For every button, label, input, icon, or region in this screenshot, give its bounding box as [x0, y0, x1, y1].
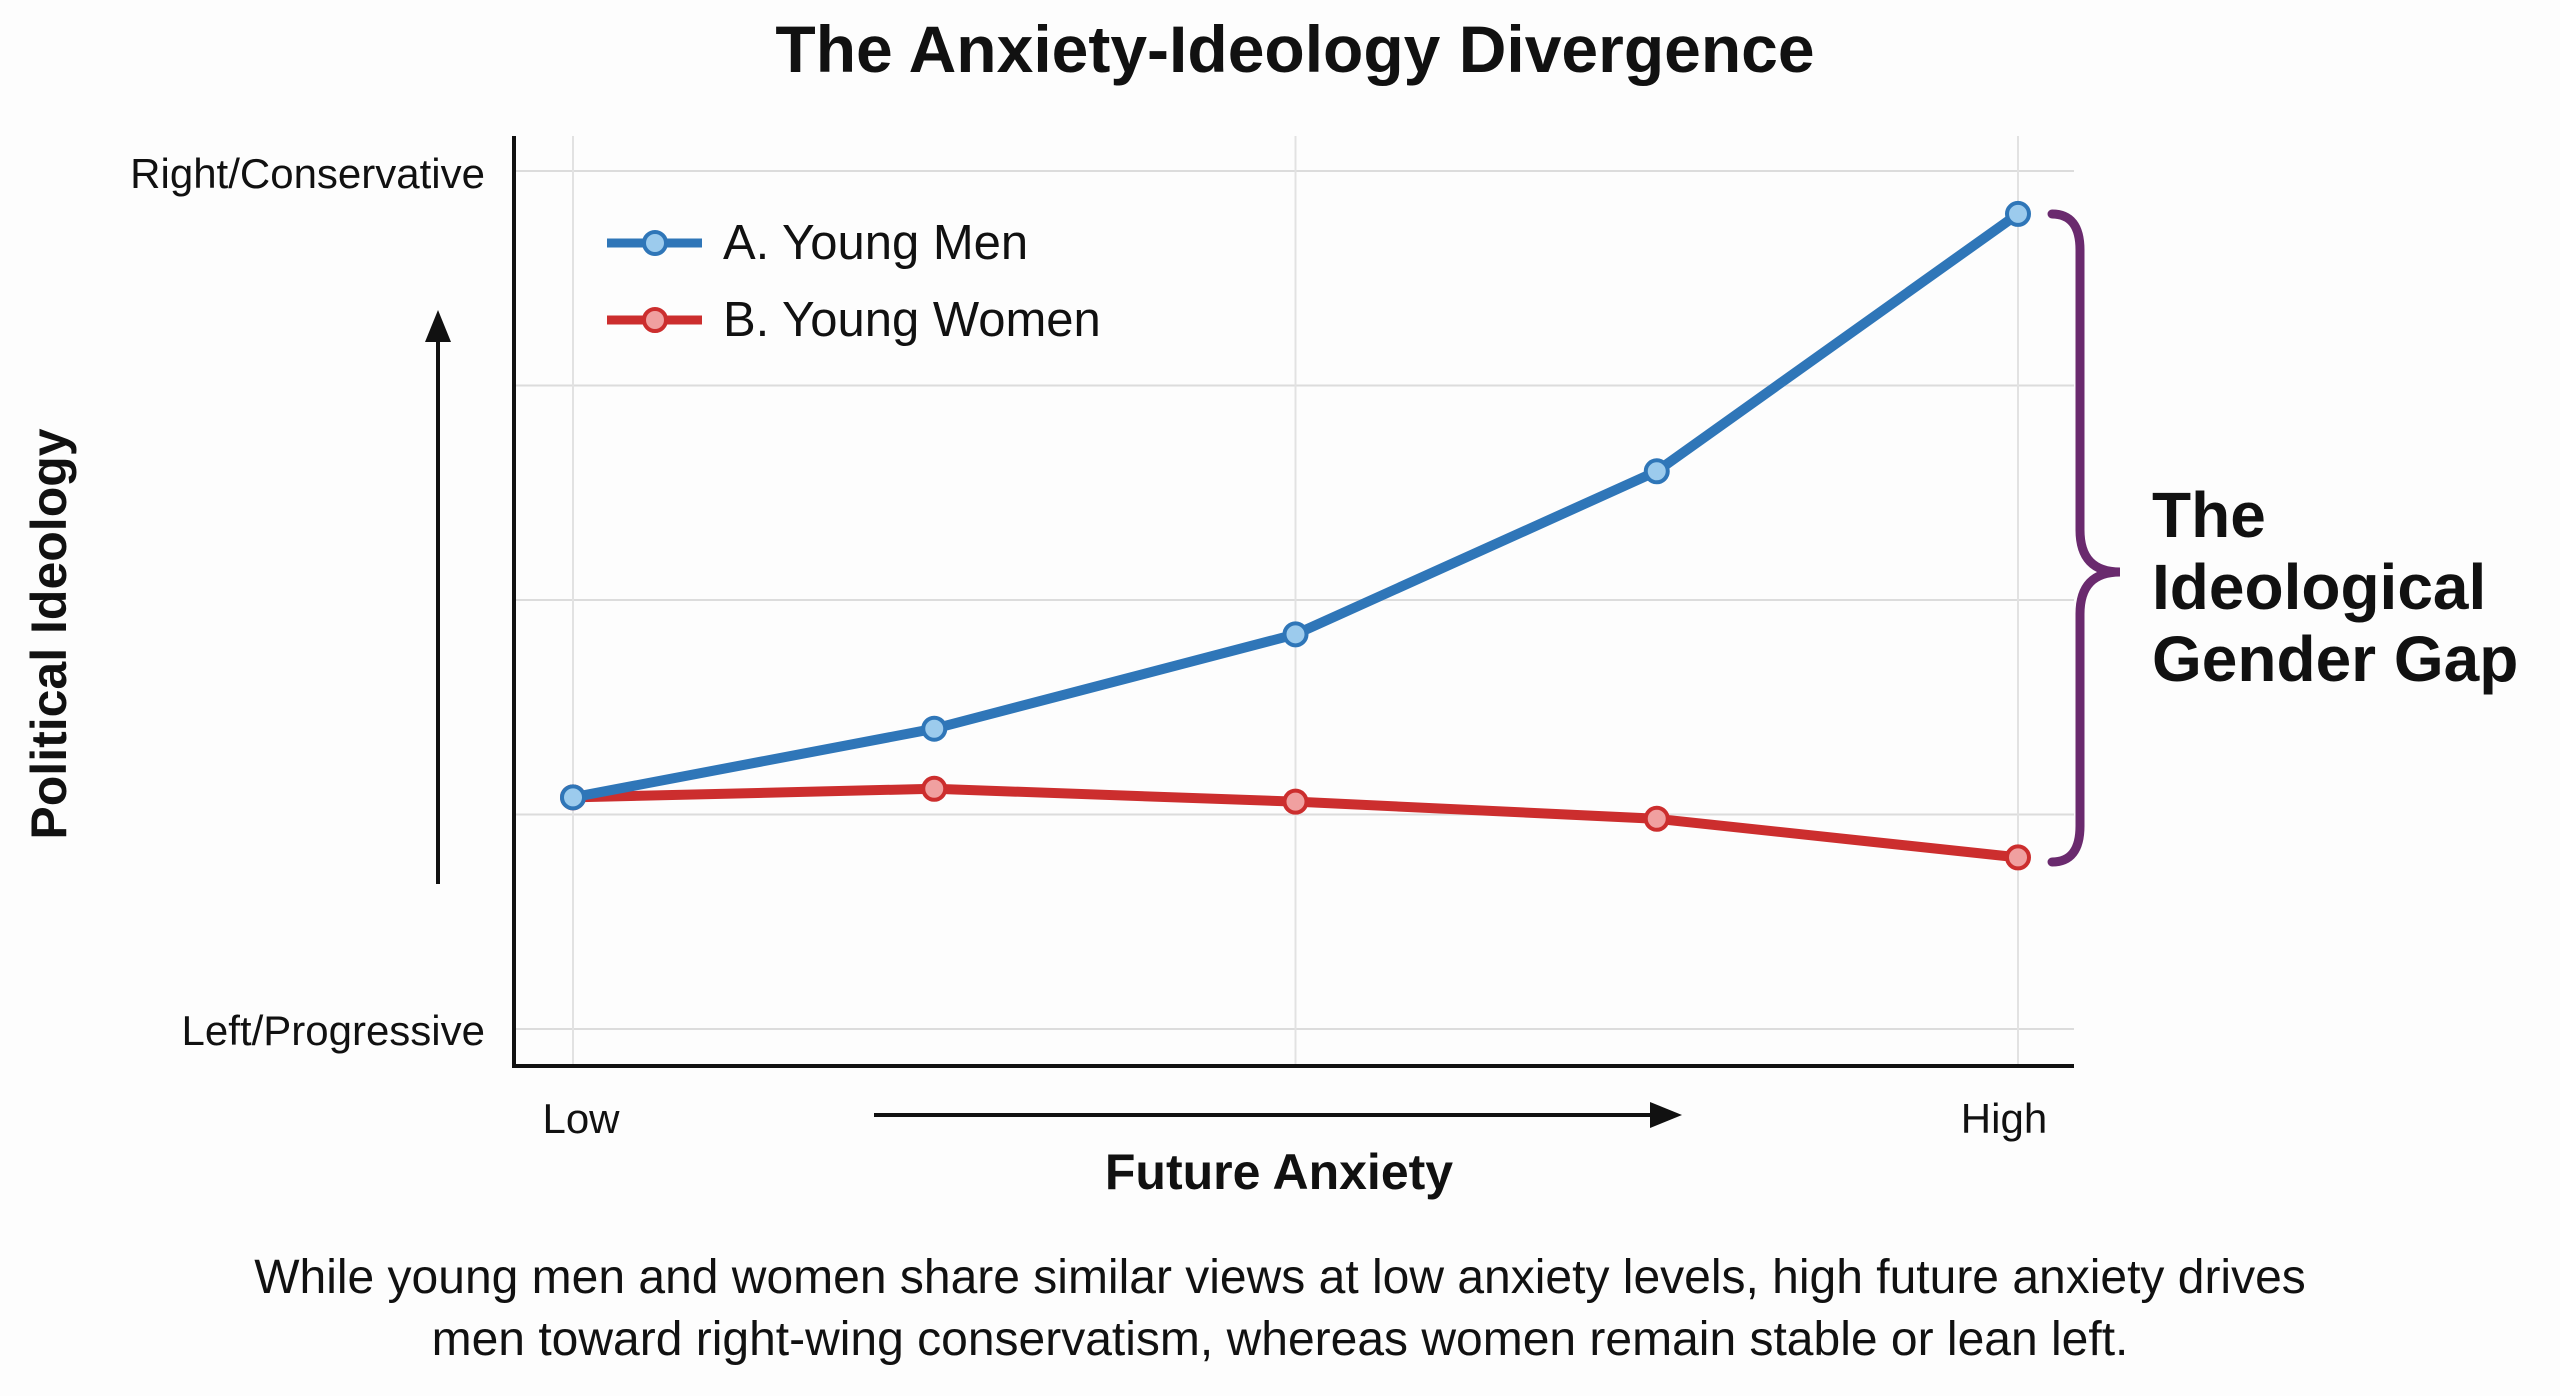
data-point	[2005, 200, 2031, 227]
data-point	[921, 775, 948, 802]
legend-item-men: A. Young Men	[607, 216, 1028, 270]
y-axis-label: Political Ideology	[21, 428, 77, 839]
gap-annotation: The Ideological Gender Gap	[2152, 479, 2518, 695]
caption-line: men toward right-wing conservatism, wher…	[432, 1313, 2129, 1366]
data-point	[1282, 788, 1309, 815]
x-tick-label-low: Low	[542, 1095, 620, 1142]
chart-title: The Anxiety-Ideology Divergence	[775, 12, 1814, 86]
series-0	[560, 200, 2031, 811]
legend-label-women: B. Young Women	[723, 293, 1101, 347]
legend: A. Young Men B. Young Women	[607, 216, 1101, 347]
gap-brace	[2047, 209, 2121, 867]
data-point	[1643, 805, 1670, 832]
caption-line: While young men and women share similar …	[254, 1251, 2306, 1304]
gap-annotation-line: The	[2152, 479, 2266, 551]
y-tick-label-bottom: Left/Progressive	[182, 1007, 485, 1054]
data-point	[1643, 458, 1670, 485]
gap-annotation-line: Ideological	[2152, 551, 2486, 623]
data-point	[921, 715, 948, 742]
grid	[516, 136, 2074, 1064]
x-axis-label: Future Anxiety	[1105, 1144, 1453, 1200]
y-tick-label-top: Right/Conservative	[130, 150, 485, 197]
legend-item-women: B. Young Women	[607, 293, 1101, 347]
x-direction-arrow	[874, 1102, 1682, 1128]
gap-annotation-line: Gender Gap	[2152, 623, 2518, 695]
legend-label-men: A. Young Men	[723, 216, 1028, 270]
x-tick-label-high: High	[1961, 1095, 2047, 1142]
data-point	[1282, 621, 1309, 648]
data-point	[2005, 844, 2031, 871]
y-direction-arrow	[425, 310, 451, 884]
series-group	[560, 200, 2031, 871]
data-point	[560, 784, 586, 811]
